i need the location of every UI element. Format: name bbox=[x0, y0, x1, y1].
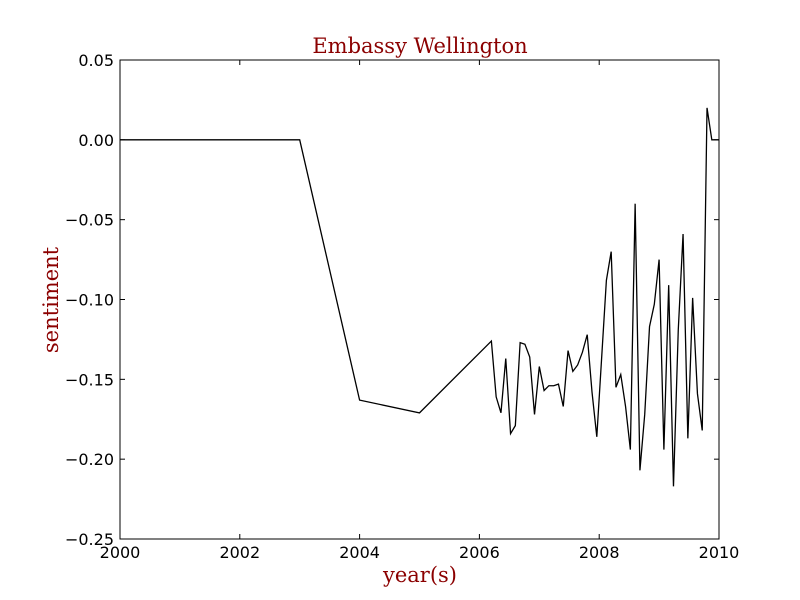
chart-title: Embassy Wellington bbox=[312, 34, 527, 58]
axis-ticks bbox=[119, 59, 720, 540]
y-axis-label: sentiment bbox=[39, 246, 63, 353]
x-tick-label: 2010 bbox=[699, 543, 740, 562]
plot-frame bbox=[119, 59, 720, 540]
x-axis-label: year(s) bbox=[382, 563, 457, 587]
sentiment-line bbox=[120, 107, 719, 487]
y-tick-label: 0.00 bbox=[78, 131, 114, 150]
y-tick-label: −0.15 bbox=[65, 370, 114, 389]
x-tick-label: 2004 bbox=[339, 543, 380, 562]
x-tick-label: 2008 bbox=[579, 543, 620, 562]
y-tick-label: −0.05 bbox=[65, 211, 114, 230]
y-tick-label: −0.20 bbox=[65, 450, 114, 469]
x-tick-label: 2006 bbox=[459, 543, 500, 562]
plot-area bbox=[119, 59, 720, 540]
y-tick-label: 0.05 bbox=[78, 51, 114, 70]
x-tick-label: 2002 bbox=[219, 543, 260, 562]
series-group bbox=[120, 107, 719, 487]
x-tick-label: 2000 bbox=[100, 543, 141, 562]
y-tick-label: −0.10 bbox=[65, 291, 114, 310]
tick-labels: 2000 2002 2004 2006 2008 2010 0.05 0.00 −0.05 −0.… bbox=[65, 51, 739, 562]
y-tick-label: −0.25 bbox=[65, 530, 114, 549]
